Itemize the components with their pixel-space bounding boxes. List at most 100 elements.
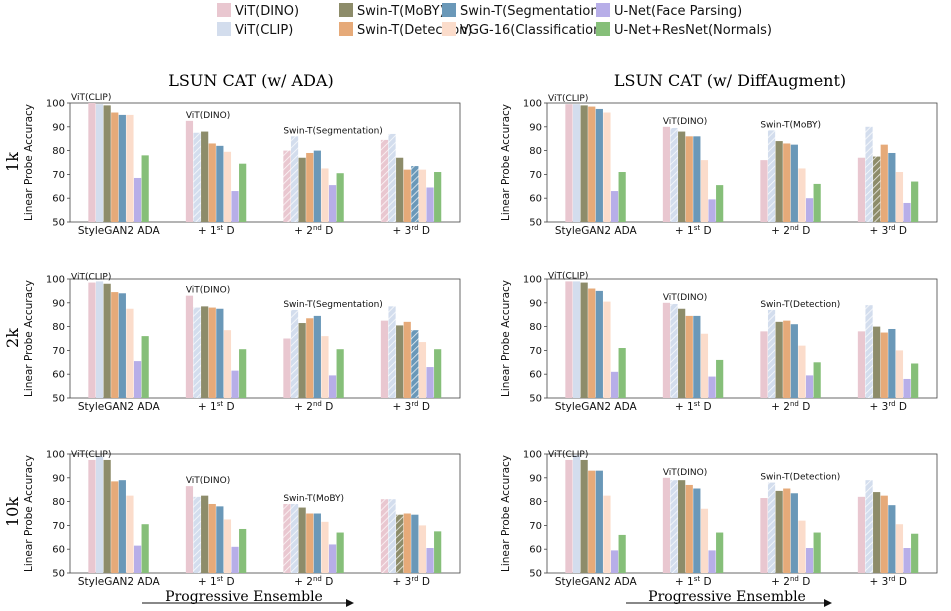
bar-swin-t-detection-3 [783, 143, 791, 222]
y-tick-label: 80 [52, 322, 65, 333]
bar-u-net-resnet-normals-2 [716, 359, 724, 398]
bar-u-net-face-parsing-3 [805, 548, 814, 573]
y-tick-label: 80 [529, 497, 542, 508]
legend-label: ViT(CLIP) [235, 23, 293, 38]
bar-vit-clip-4 [388, 499, 396, 573]
bar-annotation: Swin-T(MoBY) [760, 120, 821, 130]
bar-vit-dino-3 [760, 331, 768, 398]
bar-vgg-16-classification-4 [418, 525, 427, 573]
bar-swin-t-moby-3 [775, 490, 783, 573]
bar-swin-t-detection-1 [588, 106, 596, 222]
x-tick-label: + 3rd D [870, 224, 907, 237]
bar-swin-t-moby-4 [396, 157, 404, 222]
bar-swin-t-segmentation-4 [411, 330, 419, 398]
bar-swin-t-detection-2 [208, 307, 216, 398]
bar-swin-t-segmentation-1 [595, 470, 603, 573]
y-tick-label: 60 [529, 194, 542, 205]
bar-swin-t-segmentation-1 [118, 114, 126, 222]
legend-swatch [217, 22, 231, 36]
bar-vit-dino-3 [760, 160, 768, 222]
x-tick-label: + 1st D [675, 224, 712, 237]
plot-frame [69, 453, 461, 574]
bar-swin-t-segmentation-4 [411, 166, 419, 222]
bar-vit-clip-2 [193, 307, 201, 398]
legend-swatch [339, 22, 353, 36]
x-tick-label: StyleGAN2 ADA [78, 401, 161, 413]
x-tick-label: + 2nd D [771, 575, 810, 588]
bar-annotation: ViT(DINO) [186, 476, 230, 486]
x-tick-label: + 2nd D [294, 575, 333, 588]
y-tick-label: 100 [523, 275, 542, 286]
plot-frame [546, 278, 938, 399]
bar-swin-t-detection-4 [403, 321, 411, 398]
bar-vit-clip-2 [670, 303, 678, 398]
bar-vgg-16-classification-1 [603, 495, 611, 573]
legend-label: Swin-T(MoBY) [357, 4, 445, 19]
x-tick-label: + 2nd D [771, 400, 810, 413]
bar-u-net-face-parsing-4 [903, 378, 911, 398]
bar-swin-t-moby-1 [103, 105, 111, 222]
bar-swin-t-segmentation-1 [118, 480, 126, 573]
plot-frame [69, 278, 461, 399]
bar-vit-dino-3 [760, 498, 768, 573]
bar-u-net-face-parsing-3 [805, 198, 814, 222]
bar-vit-dino-4 [380, 320, 389, 398]
bar-swin-t-moby-2 [678, 480, 686, 573]
bar-annotation: Swin-T(Detection) [760, 473, 840, 483]
y-tick-label: 80 [52, 497, 65, 508]
bar-u-net-resnet-normals-1 [618, 348, 626, 398]
panel-1: 50 60 70 80 90 100 Linear Probe Accuracy StyleG… [23, 93, 461, 237]
bar-u-net-resnet-normals-2 [239, 528, 247, 573]
bar-vit-dino-4 [857, 331, 866, 398]
progressive-ensemble-label-left: Progressive Ensemble [165, 589, 323, 605]
legend: ViT(DINO) Swin-T(MoBY) Swin-T(Segmentation… [217, 3, 772, 38]
x-tick-label: + 3rd D [870, 400, 907, 413]
x-tick-label: + 1st D [198, 400, 235, 413]
y-tick-label: 60 [52, 545, 65, 556]
bar-annotation: ViT(CLIP) [548, 450, 588, 460]
bar-vit-clip-3 [767, 309, 776, 398]
bar-vit-dino-1 [88, 282, 96, 398]
y-tick-label: 70 [529, 346, 542, 357]
bar-vit-clip-4 [388, 306, 396, 398]
bar-vit-clip-2 [670, 127, 678, 222]
bar-swin-t-segmentation-2 [216, 506, 224, 573]
bar-u-net-face-parsing-1 [133, 545, 142, 573]
legend-label: U-Net(Face Parsing) [614, 4, 742, 19]
bar-vit-dino-2 [662, 477, 671, 573]
panel-2: 50 60 70 80 90 100 Linear Probe Accuracy StyleG… [500, 94, 938, 237]
bar-swin-t-detection-4 [403, 169, 411, 222]
bar-u-net-resnet-normals-3 [813, 532, 821, 573]
bar-vgg-16-classification-3 [321, 521, 329, 573]
legend-swatch [339, 3, 353, 17]
bar-u-net-resnet-normals-3 [813, 362, 821, 398]
bar-swin-t-moby-2 [678, 131, 686, 222]
bar-vgg-16-classification-3 [321, 168, 329, 222]
progressive-ensemble-label-right: Progressive Ensemble [648, 589, 806, 605]
bar-annotation: ViT(DINO) [186, 111, 230, 121]
bar-swin-t-segmentation-2 [693, 315, 701, 398]
column-title-diffaugment: LSUN CAT (w/ DiffAugment) [614, 71, 846, 90]
bar-annotation: ViT(CLIP) [71, 273, 111, 283]
bar-swin-t-moby-3 [775, 141, 783, 222]
bar-swin-t-detection-3 [783, 488, 791, 573]
bar-vit-clip-4 [865, 305, 873, 398]
y-tick-label: 70 [529, 170, 542, 181]
bar-swin-t-segmentation-2 [693, 136, 701, 222]
bar-swin-t-segmentation-3 [790, 144, 798, 222]
bar-swin-t-segmentation-3 [313, 513, 321, 573]
bar-swin-t-segmentation-1 [118, 293, 126, 398]
y-tick-label: 90 [529, 473, 542, 484]
x-tick-label: StyleGAN2 ADA [555, 401, 638, 413]
y-tick-label: 60 [529, 545, 542, 556]
bar-u-net-face-parsing-2 [231, 191, 239, 222]
bar-annotation: ViT(CLIP) [548, 271, 588, 281]
bar-u-net-resnet-normals-2 [716, 185, 724, 222]
legend-item-u-net-face-parsing: U-Net(Face Parsing) [596, 3, 742, 19]
bar-swin-t-detection-4 [403, 513, 411, 573]
progressive-ensemble-arrow-left [142, 599, 354, 607]
bar-swin-t-detection-3 [783, 320, 791, 398]
bar-vgg-16-classification-4 [895, 524, 904, 573]
bar-swin-t-moby-2 [201, 495, 209, 573]
